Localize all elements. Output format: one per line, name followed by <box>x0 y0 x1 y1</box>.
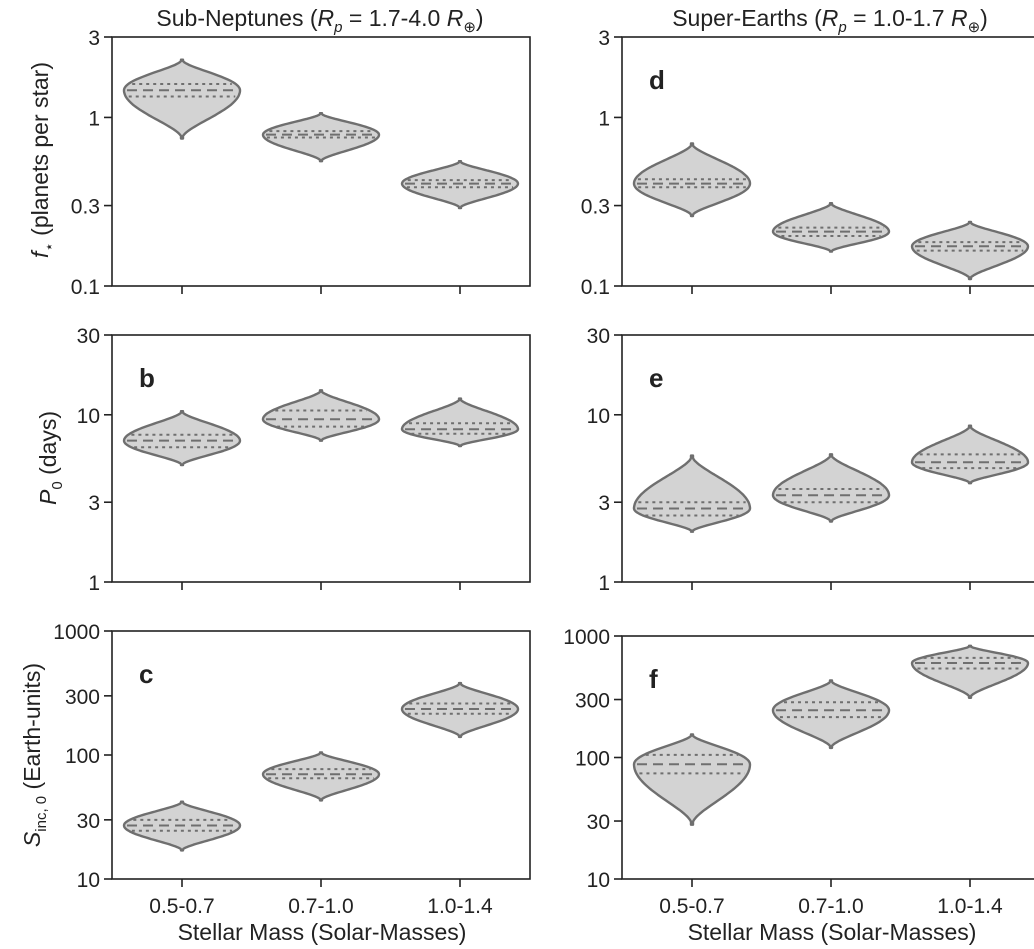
y-tick-label: 0.1 <box>581 276 610 299</box>
y-tick-label: 3 <box>598 27 610 50</box>
column-title-super-earths: Super-Earths (Rp = 1.0-1.7 R⊕) <box>672 5 988 36</box>
y-tick-label: 1 <box>88 572 100 595</box>
panel-f: 10 30 100 300 1000 0.5-0.7 0.7-1.0 1.0-1.4 f <box>563 626 1034 918</box>
y-tick-label: 30 <box>587 811 610 834</box>
ylabel-period: P0 (days) <box>35 411 66 505</box>
violin-e-1 <box>632 454 752 533</box>
violin-b-1 <box>122 410 242 467</box>
y-tick-label: 30 <box>77 810 100 833</box>
violin-c-2 <box>261 751 381 802</box>
y-tick-label: 1 <box>598 572 610 595</box>
violin-b-2 <box>261 389 381 442</box>
y-tick-label: 3 <box>88 492 100 515</box>
y-tick-label: 10 <box>77 869 100 892</box>
panel-label-e: e <box>649 363 663 393</box>
y-tick-label: 3 <box>88 27 100 50</box>
panel-label-d: d <box>649 65 665 95</box>
panel-c: 10 30 100 300 1000 0.5-0.7 0.7-1.0 1.0-1.4 c <box>53 621 531 918</box>
y-tick-label: 3 <box>598 492 610 515</box>
y-tick-label: 30 <box>77 325 100 348</box>
violin-d-1 <box>632 142 752 218</box>
panel-label-f: f <box>649 664 658 694</box>
ylabel-instellation: Sinc, 0 (Earth-units) <box>19 663 50 847</box>
y-tick-label: 10 <box>587 405 610 428</box>
violin-c-3 <box>400 681 520 739</box>
violin-f-3 <box>910 644 1030 699</box>
violin-f-1 <box>632 733 752 826</box>
xlabel-left: Stellar Mass (Solar-Masses) <box>178 919 467 945</box>
y-tick-label: 100 <box>65 745 100 768</box>
y-tick-label: 0.3 <box>581 196 610 219</box>
panel-label-c: c <box>139 659 153 689</box>
y-tick-label: 10 <box>587 869 610 892</box>
y-tick-label: 100 <box>575 748 610 771</box>
x-tick-label: 0.5-0.7 <box>659 895 724 918</box>
y-tick-label: 1000 <box>563 626 610 649</box>
y-tick-label: 300 <box>65 686 100 709</box>
violin-a-2 <box>261 112 381 163</box>
y-tick-label: 10 <box>77 405 100 428</box>
panel-e: 1 3 10 30 e <box>587 325 1034 595</box>
panel-a: 0.10.313a <box>71 27 531 299</box>
panel-d: 0.1 0.3 1 3 d <box>581 27 1034 299</box>
violin-a-3 <box>400 160 520 210</box>
y-tick-label: 30 <box>587 325 610 348</box>
y-tick-label: 1 <box>88 107 100 130</box>
violin-f-2 <box>771 679 891 750</box>
x-tick-label: 1.0-1.4 <box>937 895 1003 918</box>
y-tick-label: 300 <box>575 690 610 713</box>
column-title-sub-neptunes: Sub-Neptunes (Rp = 1.7-4.0 R⊕) <box>156 5 483 36</box>
y-tick-label: 1000 <box>53 621 100 644</box>
violin-d-3 <box>910 220 1030 281</box>
x-tick-label: 0.7-1.0 <box>798 895 863 918</box>
violin-a-1 <box>122 58 242 140</box>
panel-b: 1 3 10 30 b <box>77 325 531 595</box>
y-tick-label: 1 <box>598 107 610 130</box>
x-tick-label: 1.0-1.4 <box>427 895 493 918</box>
violin-d-2 <box>771 202 891 253</box>
x-tick-label: 0.7-1.0 <box>288 895 353 918</box>
x-tick-label: 0.5-0.7 <box>149 895 214 918</box>
y-tick-label: 0.3 <box>71 196 100 219</box>
panel-label-b: b <box>139 363 155 393</box>
xlabel-right: Stellar Mass (Solar-Masses) <box>688 919 977 945</box>
violin-e-2 <box>771 453 891 523</box>
ylabel-planets-per-star: f⋆ (planets per star) <box>27 62 58 258</box>
y-tick-label: 0.1 <box>71 276 100 299</box>
